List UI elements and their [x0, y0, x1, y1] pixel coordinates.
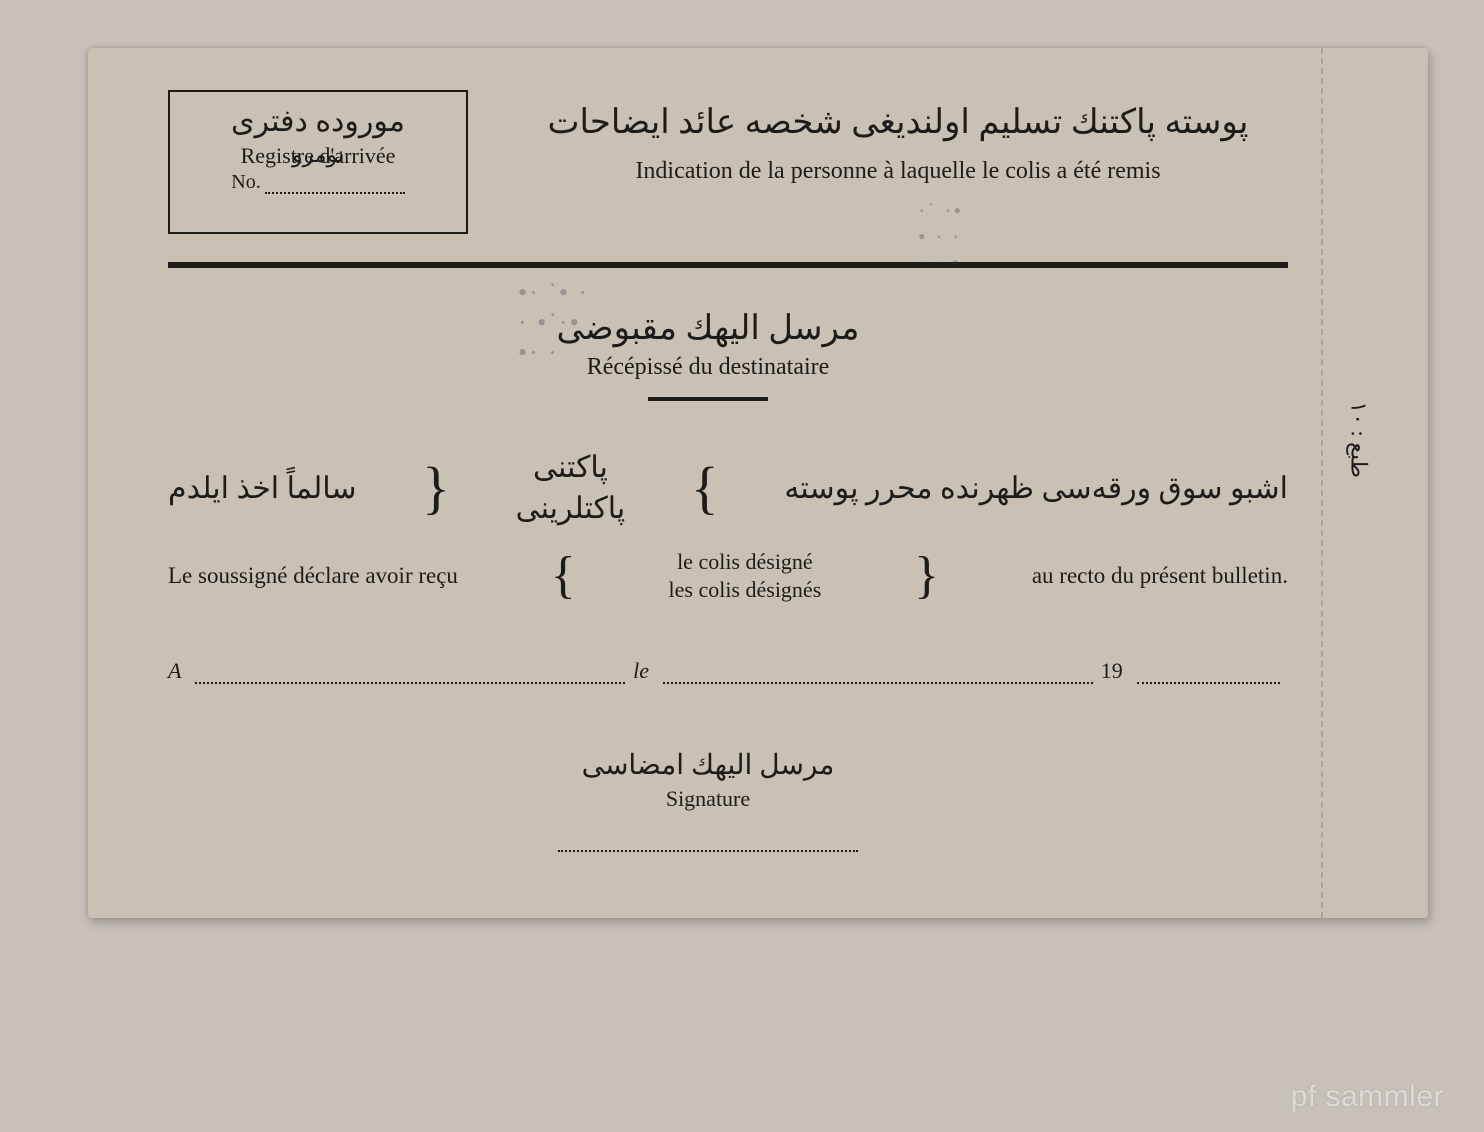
brace-close-icon: { [416, 465, 456, 511]
signature-block: مرسل اليهك امضاسى Signature [108, 748, 1308, 852]
declaration-ar: اشبو سوق ورقه‌سى ظهرنده محرر پوسته } پاك… [168, 448, 1288, 529]
canvas: موروده دفترى Registre d'arrivée No. نومر… [0, 0, 1484, 1132]
arrival-register-no-label: No. [231, 171, 260, 194]
signature-field[interactable] [558, 850, 858, 852]
declaration-ar-lead: اشبو سوق ورقه‌سى ظهرنده محرر پوسته [784, 471, 1288, 506]
heading-underline [648, 397, 768, 401]
declaration-fr: Le soussigné déclare avoir reçu { le col… [168, 548, 1288, 603]
declaration-ar-options: پاكتنى پاكتلرينى [516, 448, 626, 529]
date-day-field[interactable] [663, 658, 1093, 684]
arrival-register-no-field[interactable] [265, 176, 405, 194]
declaration-ar-opt1: پاكتنى [533, 448, 608, 489]
arrival-register-no-ar: نومرو [182, 142, 454, 172]
side-margin-note: طبع : ١٠ [1346, 401, 1372, 478]
declaration-fr-opt1: le colis désigné [677, 548, 813, 576]
recipient-receipt-ar: مرسل اليهك مقبوضى [108, 308, 1308, 348]
delivery-indication-ar: پوسته پاكتنك تسليم اولنديغى شخصه عائد اي… [508, 96, 1288, 150]
declaration-ar-tail: سالماً اخذ ايلدم [168, 471, 356, 506]
recipient-receipt-heading: مرسل اليهك مقبوضى Récépissé du destinata… [108, 308, 1308, 401]
arrival-register-no-row: No. [182, 171, 454, 194]
perforation-line [1321, 48, 1323, 918]
arrival-register-title-ar: موروده دفترى [182, 102, 454, 141]
date-row: A le 19 [168, 658, 1288, 686]
card-content: موروده دفترى Registre d'arrivée No. نومر… [108, 48, 1308, 918]
recipient-receipt-fr: Récépissé du destinataire [108, 354, 1308, 381]
delivery-indication-fr: Indication de la personne à laquelle le … [508, 158, 1288, 185]
brace-close-icon: } [908, 555, 945, 597]
watermark-text: pf sammler [1291, 1080, 1444, 1114]
date-year-field[interactable] [1137, 658, 1280, 684]
declaration-fr-options: le colis désigné les colis désignés [669, 548, 822, 603]
brace-open-icon: { [545, 555, 582, 597]
arrival-register-box: موروده دفترى Registre d'arrivée No. نومر… [168, 90, 468, 234]
date-place-field[interactable] [195, 658, 625, 684]
signature-label-fr: Signature [108, 786, 1308, 812]
declaration-fr-opt2: les colis désignés [669, 576, 822, 604]
date-a-label: A [168, 658, 187, 686]
postal-card: موروده دفترى Registre d'arrivée No. نومر… [88, 48, 1428, 918]
declaration-fr-lead: Le soussigné déclare avoir reçu [168, 563, 458, 589]
date-le-label: le [633, 658, 655, 686]
declaration-ar-opt2: پاكتلرينى [516, 489, 626, 530]
signature-label-ar: مرسل اليهك امضاسى [108, 748, 1308, 782]
date-year-prefix: 19 [1101, 658, 1129, 686]
declaration-fr-tail: au recto du présent bulletin. [1032, 563, 1288, 589]
brace-open-icon: } [685, 465, 725, 511]
delivery-indication: پوسته پاكتنك تسليم اولنديغى شخصه عائد اي… [508, 96, 1288, 185]
top-divider [168, 262, 1288, 268]
